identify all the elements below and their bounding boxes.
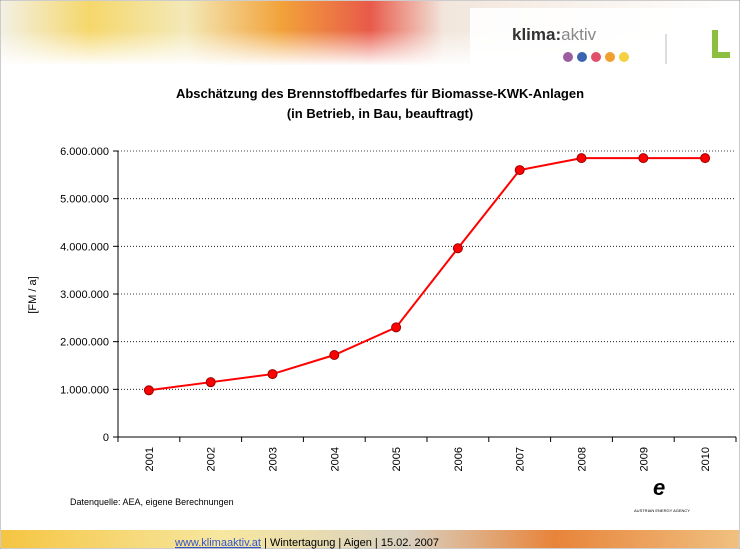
- logo: klima:aktiv: [512, 25, 597, 44]
- x-tick-label: 2001: [144, 447, 156, 471]
- data-point: [205, 377, 216, 388]
- data-line: [148, 157, 706, 392]
- logo-dots: [563, 52, 629, 62]
- data-point: [143, 385, 154, 396]
- chart-subtitle: (in Betrieb, in Bau, beauftragt): [287, 106, 473, 121]
- source-note: Datenquelle: AEA, eigene Berechnungen: [70, 497, 234, 507]
- data-point: [267, 369, 278, 380]
- x-tick-label: 2004: [329, 447, 341, 471]
- y-tick-label: 1.000.000: [60, 384, 109, 396]
- data-point: [514, 165, 525, 176]
- x-tick-label: 2006: [453, 447, 465, 471]
- data-point: [329, 350, 340, 361]
- data-point: [452, 243, 463, 254]
- x-tick-label: 2010: [700, 447, 712, 471]
- y-tick-label: 0: [103, 432, 109, 444]
- x-tick-label: 2002: [206, 447, 218, 471]
- footer-banner: [1, 530, 739, 548]
- data-point: [700, 153, 711, 164]
- y-tick-label: 4.000.000: [60, 241, 109, 253]
- y-tick-label: 3.000.000: [60, 289, 109, 301]
- data-point: [638, 153, 649, 164]
- logo-box: [470, 8, 734, 66]
- y-tick-label: 2.000.000: [60, 337, 109, 349]
- x-tick-label: 2005: [391, 447, 403, 471]
- footer-text: | Wintertagung | Aigen | 15.02. 2007: [261, 537, 439, 549]
- logo-accent: aktiv: [561, 25, 596, 44]
- ministry-logo: [712, 30, 730, 58]
- x-tick-label: 2007: [515, 447, 527, 471]
- y-tick-label: 5.000.000: [60, 194, 109, 206]
- agency-name: AUSTRIAN ENERGY AGENCY: [634, 508, 690, 513]
- plot: 0 1.000.000 2.000.000 3.000.000 4.000.000 5.0…: [60, 146, 737, 471]
- y-axis-label: [FM / a]: [27, 276, 39, 313]
- chart-title: Abschätzung des Brennstoffbedarfes für B…: [176, 86, 584, 101]
- x-tick-label: 2008: [577, 447, 589, 471]
- y-tick-label: 6.000.000: [60, 146, 109, 158]
- data-point: [391, 322, 402, 333]
- agency-logo: e: [653, 475, 665, 500]
- footer: www.klimaaktiv.at | Wintertagung | Aigen…: [174, 537, 439, 549]
- x-tick-label: 2009: [638, 447, 650, 471]
- footer-link[interactable]: www.klimaaktiv.at: [174, 537, 261, 549]
- x-tick-label: 2003: [268, 447, 280, 471]
- logo-main: klima:: [512, 25, 561, 44]
- data-point: [576, 153, 587, 164]
